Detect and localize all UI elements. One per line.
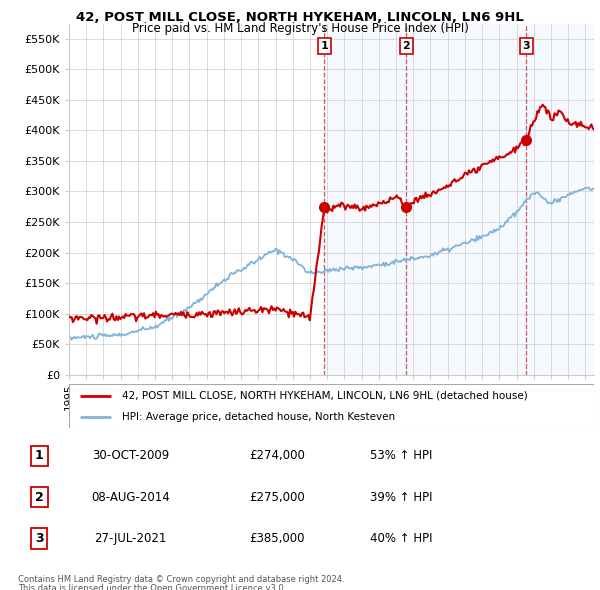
Text: Contains HM Land Registry data © Crown copyright and database right 2024.: Contains HM Land Registry data © Crown c…: [18, 575, 344, 584]
Text: This data is licensed under the Open Government Licence v3.0.: This data is licensed under the Open Gov…: [18, 584, 286, 590]
Text: 42, POST MILL CLOSE, NORTH HYKEHAM, LINCOLN, LN6 9HL (detached house): 42, POST MILL CLOSE, NORTH HYKEHAM, LINC…: [121, 391, 527, 401]
Text: 2: 2: [403, 41, 410, 51]
Text: £275,000: £275,000: [250, 490, 305, 504]
Text: £385,000: £385,000: [250, 532, 305, 545]
Text: 39% ↑ HPI: 39% ↑ HPI: [370, 490, 433, 504]
Text: 2: 2: [35, 490, 44, 504]
Text: 40% ↑ HPI: 40% ↑ HPI: [370, 532, 433, 545]
Bar: [406, 24, 526, 375]
Text: 1: 1: [320, 41, 328, 51]
Text: 08-AUG-2014: 08-AUG-2014: [91, 490, 170, 504]
Text: 3: 3: [35, 532, 44, 545]
Bar: [324, 24, 406, 375]
Bar: [526, 24, 594, 375]
Text: 1: 1: [35, 449, 44, 463]
Text: £274,000: £274,000: [250, 449, 305, 463]
Text: HPI: Average price, detached house, North Kesteven: HPI: Average price, detached house, Nort…: [121, 412, 395, 422]
Text: 3: 3: [523, 41, 530, 51]
Text: 53% ↑ HPI: 53% ↑ HPI: [370, 449, 433, 463]
Text: 30-OCT-2009: 30-OCT-2009: [92, 449, 169, 463]
Text: Price paid vs. HM Land Registry's House Price Index (HPI): Price paid vs. HM Land Registry's House …: [131, 22, 469, 35]
Text: 27-JUL-2021: 27-JUL-2021: [95, 532, 167, 545]
Text: 42, POST MILL CLOSE, NORTH HYKEHAM, LINCOLN, LN6 9HL: 42, POST MILL CLOSE, NORTH HYKEHAM, LINC…: [76, 11, 524, 24]
